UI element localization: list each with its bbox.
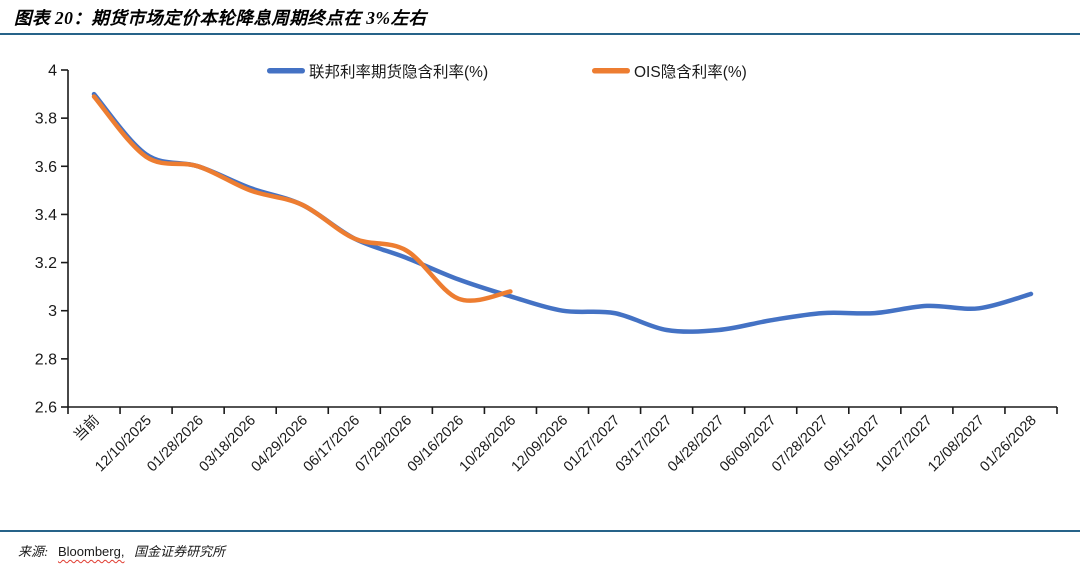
chart-legend: 联邦利率期货隐含利率(%) OIS隐含利率(%)	[267, 63, 747, 81]
source-label: 来源:	[18, 544, 49, 559]
chart-area: 联邦利率期货隐含利率(%) OIS隐含利率(%) 2.6 2.8 3 3.2 3.4 3.…	[0, 40, 1080, 518]
y-tick-label: 4	[48, 63, 57, 80]
y-tick-label: 3.4	[35, 207, 57, 224]
ois-series-legend-label: OIS隐含利率(%)	[634, 63, 747, 81]
y-tick-label: 3	[48, 303, 57, 320]
x-tick-label: 01/26/2028	[977, 413, 1040, 476]
y-tick-label: 3.8	[35, 111, 57, 128]
y-tick-label: 2.8	[35, 351, 57, 368]
source-bloomberg: Bloomberg,	[57, 544, 125, 559]
y-tick-label: 2.6	[35, 400, 57, 417]
futures-implied-rate-line	[91, 91, 1034, 334]
ois-series-legend-marker	[592, 68, 630, 74]
ois-implied-rate-line	[91, 94, 513, 303]
series-lines	[91, 91, 1034, 334]
source-organization: 国金证券研究所	[134, 544, 226, 559]
footer-divider	[0, 530, 1080, 532]
line-chart: 联邦利率期货隐含利率(%) OIS隐含利率(%) 2.62.833.23.43.…	[35, 63, 1058, 476]
source-note: 来源: Bloomberg, 国金证券研究所	[18, 541, 225, 560]
futures-series-legend-label: 联邦利率期货隐含利率(%)	[309, 63, 488, 81]
x-tick-label: 当前	[70, 412, 103, 445]
y-tick-label: 3.6	[35, 159, 57, 176]
axes: 2.62.833.23.43.63.84当前12/10/202501/28/20…	[35, 63, 1058, 476]
figure-title: 图表 20：期货市场定价本轮降息周期终点在 3%左右	[14, 8, 427, 28]
title-divider	[0, 33, 1080, 35]
y-tick-label: 3.2	[35, 255, 57, 272]
futures-series-legend-marker	[267, 68, 305, 74]
